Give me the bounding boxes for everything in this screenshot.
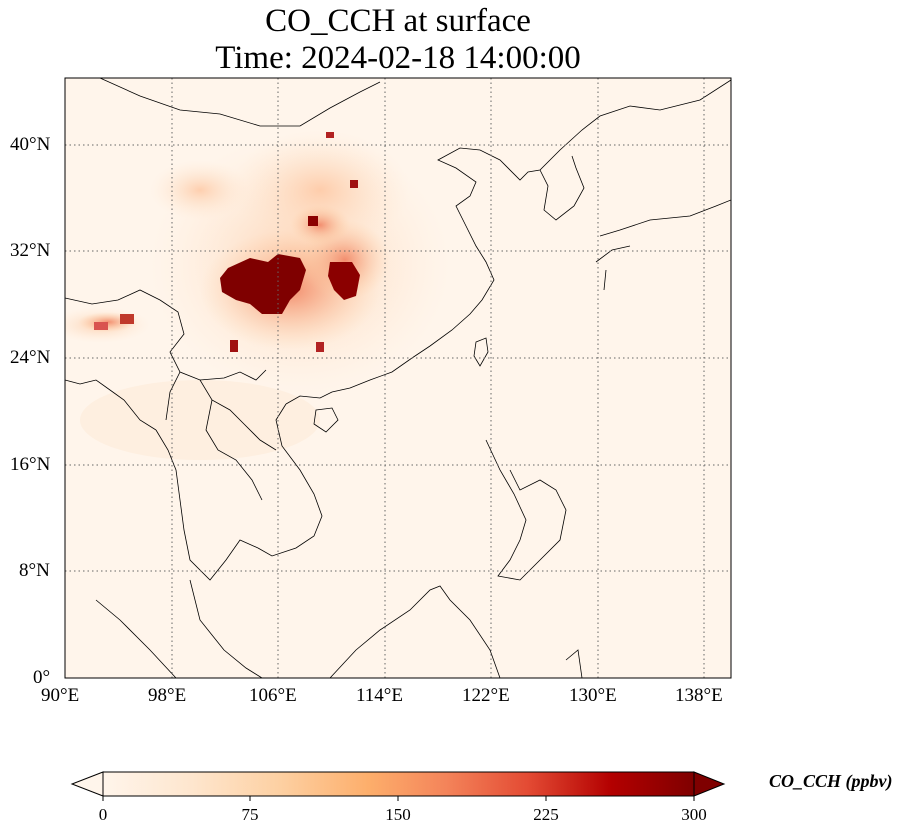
colorbar-label-75: 75	[241, 805, 259, 824]
plume-hotspot-3	[326, 132, 334, 138]
colorbar-title: CO_CCH (ppbv)	[769, 771, 893, 791]
coastline-philippines	[485, 439, 567, 581]
border-indochina	[165, 371, 277, 501]
lon-tick-label-106e: 106°E	[249, 685, 297, 706]
border-mongolia	[99, 78, 381, 127]
concentration-field	[65, 130, 450, 460]
border-sw-china	[65, 289, 267, 381]
plume-light-west	[150, 160, 250, 220]
lon-tick-label-130e: 130°E	[569, 685, 617, 706]
lon-tick-label-122e: 122°E	[462, 685, 510, 706]
coastline-korea	[539, 155, 585, 221]
map-title-time: Time: 2024-02-18 14:00:00	[215, 40, 581, 76]
coastline-thailand-malaysia	[155, 429, 263, 678]
plume-core-sichuan	[220, 254, 306, 314]
colorbar-extend-min	[70, 771, 104, 797]
lat-tick-label-8n: 8°N	[19, 560, 50, 581]
lon-tick-label-114e: 114°E	[356, 685, 403, 706]
coastline-borneo	[329, 585, 501, 678]
plume-mid-north	[290, 205, 350, 245]
coastline-burma	[65, 379, 157, 431]
lat-tick-label-0: 0°	[33, 667, 51, 688]
coastline-sulawesi	[565, 649, 583, 678]
coastline-sumatra	[95, 599, 177, 678]
plume-hotspot-2	[350, 180, 358, 188]
lon-tick-label-138e: 138°E	[675, 685, 723, 706]
colorbar	[70, 771, 726, 801]
coastline-taiwan	[473, 337, 489, 367]
plume-core-east	[328, 262, 360, 300]
colorbar-gradient	[102, 771, 695, 797]
colorbar-label-300: 300	[681, 805, 707, 824]
coastline-japan	[595, 199, 731, 291]
lat-tick-label-16n: 16°N	[10, 454, 51, 475]
colorbar-label-150: 150	[385, 805, 411, 824]
plume-light-north	[230, 130, 410, 250]
coastline-china-east	[285, 79, 731, 405]
plume-hotspot-6	[120, 314, 134, 324]
colorbar-label-0: 0	[98, 805, 108, 824]
coastline-hainan	[313, 407, 339, 433]
plume-hotspot-4	[230, 340, 238, 352]
plume-hotspot-5	[316, 342, 324, 352]
plume-hotspot-1	[308, 216, 318, 226]
lat-tick-label-32n: 32°N	[10, 240, 51, 261]
coastline-vietnam	[257, 403, 323, 557]
gridlines	[65, 78, 731, 678]
lat-tick-label-40n: 40°N	[10, 134, 51, 155]
map-frame	[64, 77, 732, 679]
lat-tick-label-24n: 24°N	[10, 347, 51, 368]
lon-tick-label-90e: 90°E	[41, 685, 80, 706]
plume-light-south	[80, 380, 320, 460]
colorbar-label-225: 225	[533, 805, 559, 824]
lon-tick-label-98e: 98°E	[148, 685, 187, 706]
colorbar-extend-max	[693, 771, 726, 797]
map-title-variable: CO_CCH at surface	[265, 3, 531, 39]
plume-hotspot-7	[94, 322, 108, 330]
coastlines	[65, 78, 731, 678]
